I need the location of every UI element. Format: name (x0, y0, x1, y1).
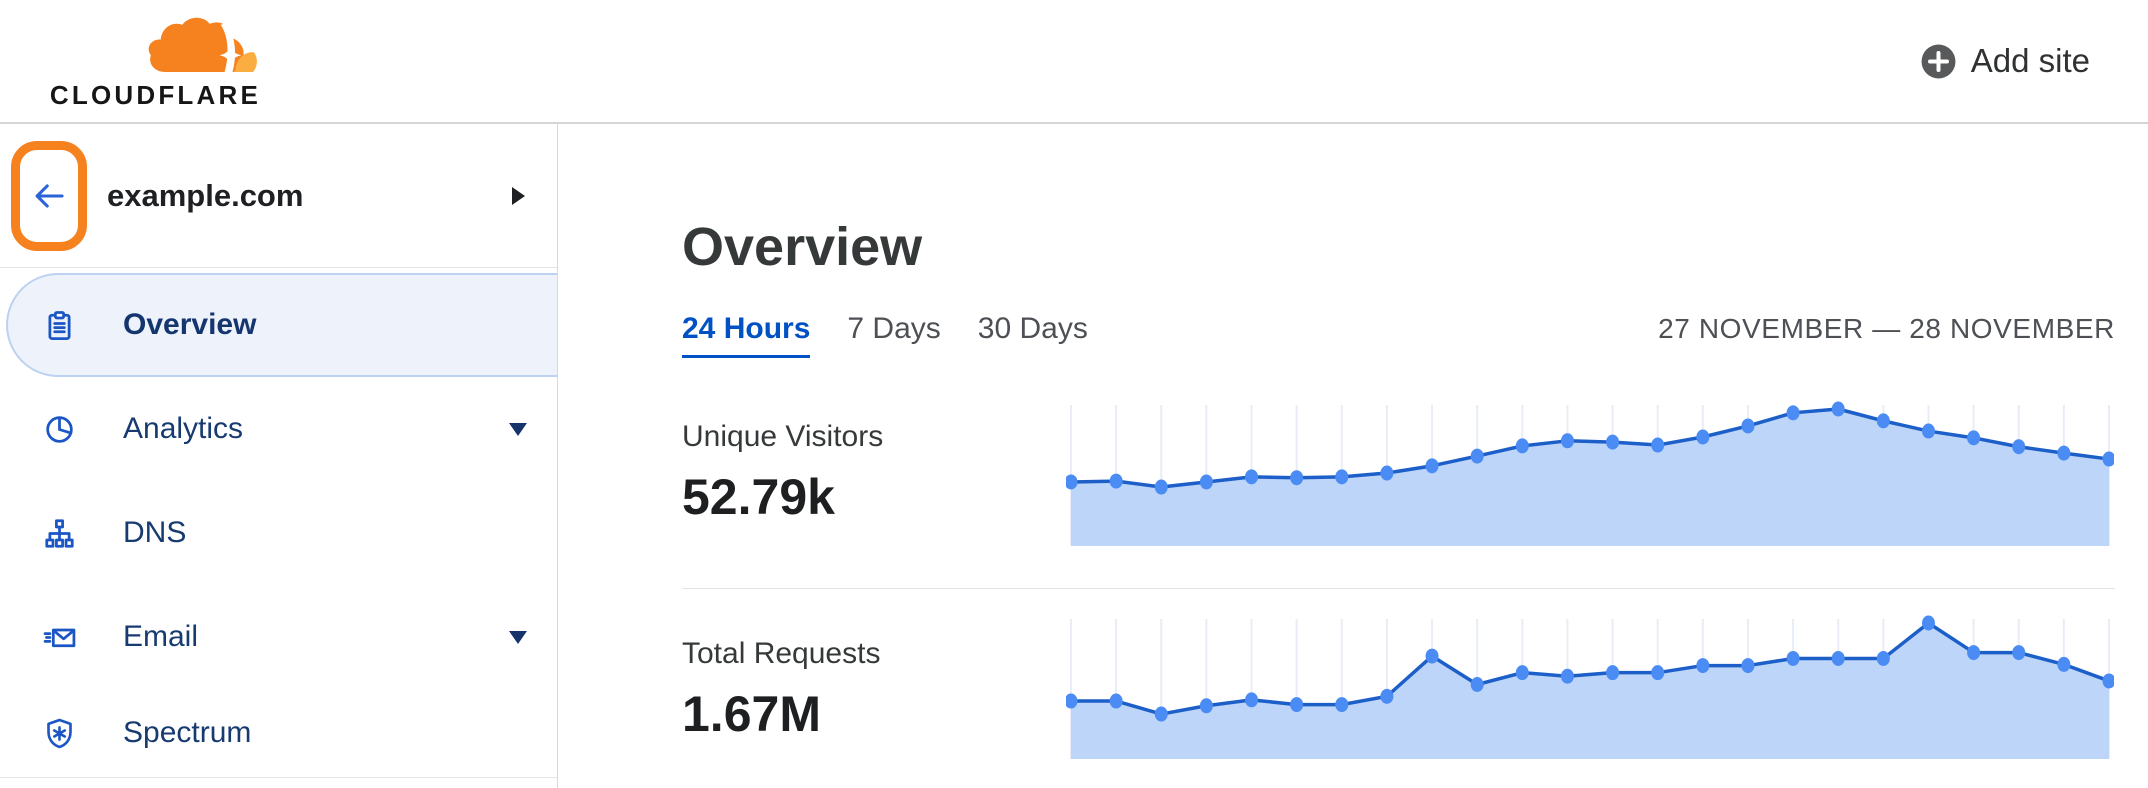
unique-visitors-info: Unique Visitors 52.79k (682, 384, 1066, 554)
plus-circle-icon (1920, 43, 1957, 80)
unique-visitors-section: Unique Visitors 52.79k (682, 384, 2116, 554)
total-requests-chart[interactable] (1064, 601, 2116, 766)
sidebar-item-label: Analytics (123, 412, 244, 445)
section-divider (682, 588, 2115, 590)
sidebar-item-analytics[interactable]: Analytics (0, 377, 557, 481)
cloudflare-wordmark: CLOUDFLARE (49, 79, 261, 110)
chevron-down-icon[interactable] (509, 422, 527, 436)
metric-label: Total Requests (682, 637, 881, 671)
total-requests-info: Total Requests 1.67M (682, 601, 1066, 766)
sidebar-item-label: Spectrum (123, 716, 252, 749)
sidebar-item-overview[interactable]: Overview (6, 273, 557, 377)
network-tree-icon (43, 517, 76, 550)
metric-value: 1.67M (682, 686, 821, 743)
chevron-down-icon[interactable] (509, 630, 527, 644)
site-name: example.com (107, 177, 304, 213)
shield-spectrum-icon (43, 717, 76, 750)
time-range-tabs: 24 Hours 7 Days 30 Days 27 NOVEMBER — 28… (682, 312, 2115, 359)
sidebar-item-email[interactable]: Email (0, 585, 557, 689)
metric-label: Unique Visitors (682, 420, 884, 454)
sidebar-item-label: DNS (123, 516, 187, 549)
tab-24-hours[interactable]: 24 Hours (682, 312, 811, 359)
back-arrow-button[interactable] (30, 177, 68, 215)
add-site-label: Add site (1970, 42, 2090, 79)
cloudflare-cloud-icon (142, 16, 260, 78)
sidebar-item-label: Email (123, 620, 199, 653)
site-switcher-row[interactable]: example.com (0, 124, 557, 268)
sidebar-section-divider (0, 777, 557, 778)
main-content: Overview 24 Hours 7 Days 30 Days 27 NOVE… (558, 124, 2148, 788)
sidebar-item-spectrum[interactable]: Spectrum (0, 689, 557, 777)
add-site-button[interactable]: Add site (1920, 42, 2090, 80)
date-range-label: 27 NOVEMBER — 28 NOVEMBER (1658, 313, 2115, 345)
envelope-icon (43, 621, 76, 654)
unique-visitors-chart[interactable] (1064, 384, 2116, 554)
site-expand-arrow-icon[interactable] (512, 186, 525, 205)
cloudflare-logo[interactable]: CLOUDFLARE (25, 16, 261, 111)
sidebar-item-label: Overview (123, 308, 257, 341)
tab-7-days[interactable]: 7 Days (847, 312, 941, 346)
tab-30-days[interactable]: 30 Days (977, 312, 1088, 346)
annotation-highlight-ring (11, 140, 87, 251)
clipboard-icon (43, 309, 76, 342)
metric-value: 52.79k (682, 469, 835, 526)
total-requests-section: Total Requests 1.67M (682, 601, 2116, 766)
pie-chart-icon (43, 413, 76, 446)
top-header: CLOUDFLARE Add site (0, 0, 2148, 124)
sidebar: example.com Overview (0, 124, 558, 788)
page-title: Overview (682, 217, 923, 277)
sidebar-nav: Overview Analytics (0, 268, 557, 778)
sidebar-item-dns[interactable]: DNS (0, 481, 557, 585)
